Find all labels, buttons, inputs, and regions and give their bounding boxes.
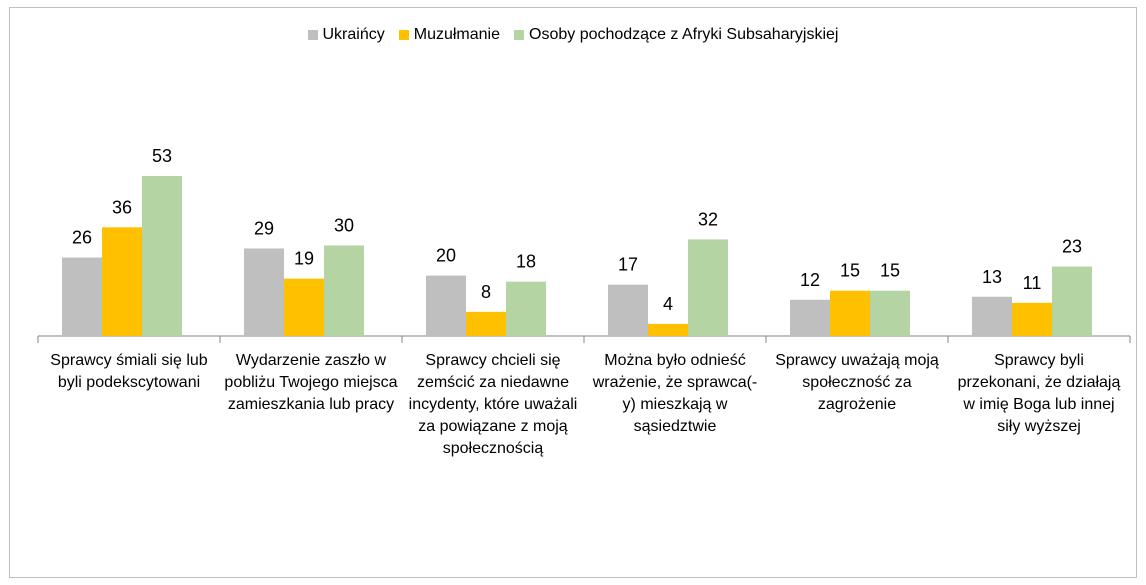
legend-item: Muzułmanie	[398, 26, 500, 44]
legend-swatch	[398, 30, 409, 40]
legend-swatch	[514, 30, 524, 40]
data-label: 4	[663, 294, 673, 314]
bar	[688, 239, 728, 336]
bar	[1012, 302, 1052, 336]
bar	[324, 245, 364, 336]
data-label: 20	[436, 246, 456, 266]
chart-border	[9, 7, 1137, 578]
legend-label: Ukraińcy	[322, 26, 385, 43]
bar	[426, 275, 466, 336]
data-label: 15	[880, 261, 900, 281]
bar	[870, 290, 910, 336]
x-tick-label: Wydarzenie zaszło w pobliżu Twojego miej…	[224, 352, 398, 413]
bar	[244, 248, 284, 336]
data-label: 19	[294, 249, 314, 269]
bar	[142, 176, 182, 336]
data-label: 30	[334, 215, 354, 235]
x-tick-label: Można było odnieść wrażenie, że sprawca(…	[592, 352, 758, 435]
bar	[972, 296, 1012, 336]
bar	[102, 227, 142, 336]
data-label: 36	[112, 197, 132, 217]
data-label: 11	[1023, 273, 1042, 293]
data-label: 8	[481, 282, 491, 302]
bar	[1052, 266, 1092, 336]
legend-label: Osoby pochodzące z Afryki Subsaharyjskie…	[529, 26, 839, 43]
bar	[62, 257, 102, 336]
data-label: 15	[840, 261, 860, 281]
data-label: 32	[698, 209, 718, 229]
legend-swatch	[307, 30, 318, 40]
data-label: 17	[618, 255, 638, 275]
bar	[284, 278, 324, 336]
legend-item: Ukraińcy	[307, 26, 385, 44]
data-label: 23	[1062, 237, 1082, 257]
data-label: 26	[72, 228, 92, 248]
legend-item: Osoby pochodzące z Afryki Subsaharyjskie…	[514, 26, 838, 44]
bar	[506, 281, 546, 336]
x-tick-label: Sprawcy byli przekonani, że działają w i…	[957, 352, 1121, 435]
bar	[648, 323, 688, 336]
legend-label: Muzułmanie	[413, 26, 500, 43]
bar	[608, 284, 648, 336]
x-tick-label: Sprawcy uważają moją społeczność za zagr…	[775, 352, 939, 413]
x-tick-label: Sprawcy chcieli się zemścić za niedawne …	[408, 352, 578, 457]
legend: Ukraińcy Muzułmanie Osoby pochodzące z Afr…	[0, 26, 1146, 44]
data-label: 13	[982, 267, 1002, 287]
bar	[790, 299, 830, 336]
x-tick-label: Sprawcy śmiali się lub byli podekscytowa…	[50, 352, 208, 391]
bar	[830, 290, 870, 336]
data-label: 12	[800, 270, 820, 290]
data-label: 18	[516, 252, 536, 272]
data-label: 29	[254, 218, 274, 238]
bar	[466, 311, 506, 336]
data-label: 53	[152, 146, 172, 166]
